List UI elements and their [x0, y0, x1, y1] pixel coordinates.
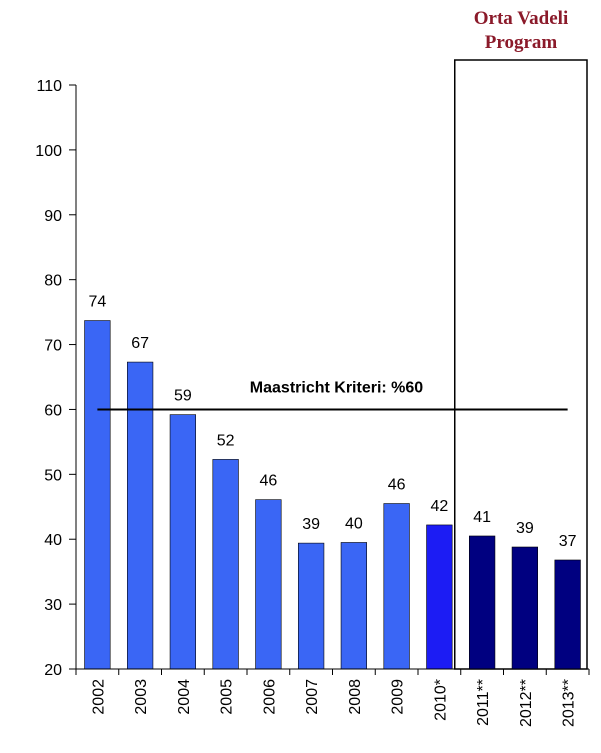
y-tick-label: 30 — [44, 597, 62, 614]
bar — [511, 546, 538, 670]
value-label: 67 — [131, 335, 149, 352]
bar — [127, 361, 154, 670]
box-label: Orta Vadeli — [474, 8, 568, 29]
value-label: 52 — [217, 432, 235, 449]
y-tick-label: 20 — [44, 662, 62, 679]
y-tick-label: 40 — [44, 532, 62, 549]
x-tick-label: 2010* — [432, 679, 449, 721]
x-tick-label: 2005 — [219, 679, 236, 715]
bar — [84, 320, 111, 670]
bar — [212, 459, 239, 670]
x-tick-label: 2009 — [390, 679, 407, 715]
y-tick-label: 80 — [44, 273, 62, 290]
bar — [554, 559, 581, 670]
bar — [426, 524, 453, 670]
x-tick-label: 2011** — [475, 679, 492, 726]
x-tick-label: 2008 — [347, 679, 364, 715]
bar — [468, 535, 496, 670]
bar — [383, 503, 410, 670]
x-tick-label: 2003 — [133, 679, 150, 715]
y-tick-label: 100 — [35, 143, 62, 160]
y-tick-label: 50 — [44, 467, 62, 484]
box-label: Program — [485, 32, 558, 53]
x-tick-label: 2006 — [261, 679, 278, 715]
bar — [340, 542, 367, 670]
value-label: 39 — [302, 516, 320, 533]
y-tick-label: 110 — [36, 78, 62, 95]
y-tick-label: 90 — [44, 208, 62, 225]
x-tick-label: 2004 — [176, 679, 193, 715]
value-label: 42 — [430, 498, 448, 515]
bar — [169, 414, 197, 670]
value-label: 59 — [174, 388, 192, 405]
value-label: 74 — [88, 294, 106, 311]
y-tick-label: 70 — [44, 338, 62, 355]
value-label: 39 — [516, 520, 534, 537]
reference-label: Maastricht Kriteri: %60 — [250, 379, 423, 396]
value-label: 40 — [345, 515, 363, 532]
y-tick-label: 60 — [44, 402, 62, 419]
value-label: 41 — [473, 509, 491, 526]
value-label: 46 — [388, 477, 406, 494]
bar — [255, 499, 282, 670]
bar — [297, 542, 325, 670]
x-tick-label: 2007 — [304, 679, 321, 715]
value-label: 37 — [559, 533, 577, 550]
x-tick-label: 2002 — [90, 679, 107, 715]
x-tick-label: 2013** — [561, 679, 578, 727]
x-tick-label: 2012** — [518, 679, 535, 727]
value-label: 46 — [259, 473, 277, 490]
